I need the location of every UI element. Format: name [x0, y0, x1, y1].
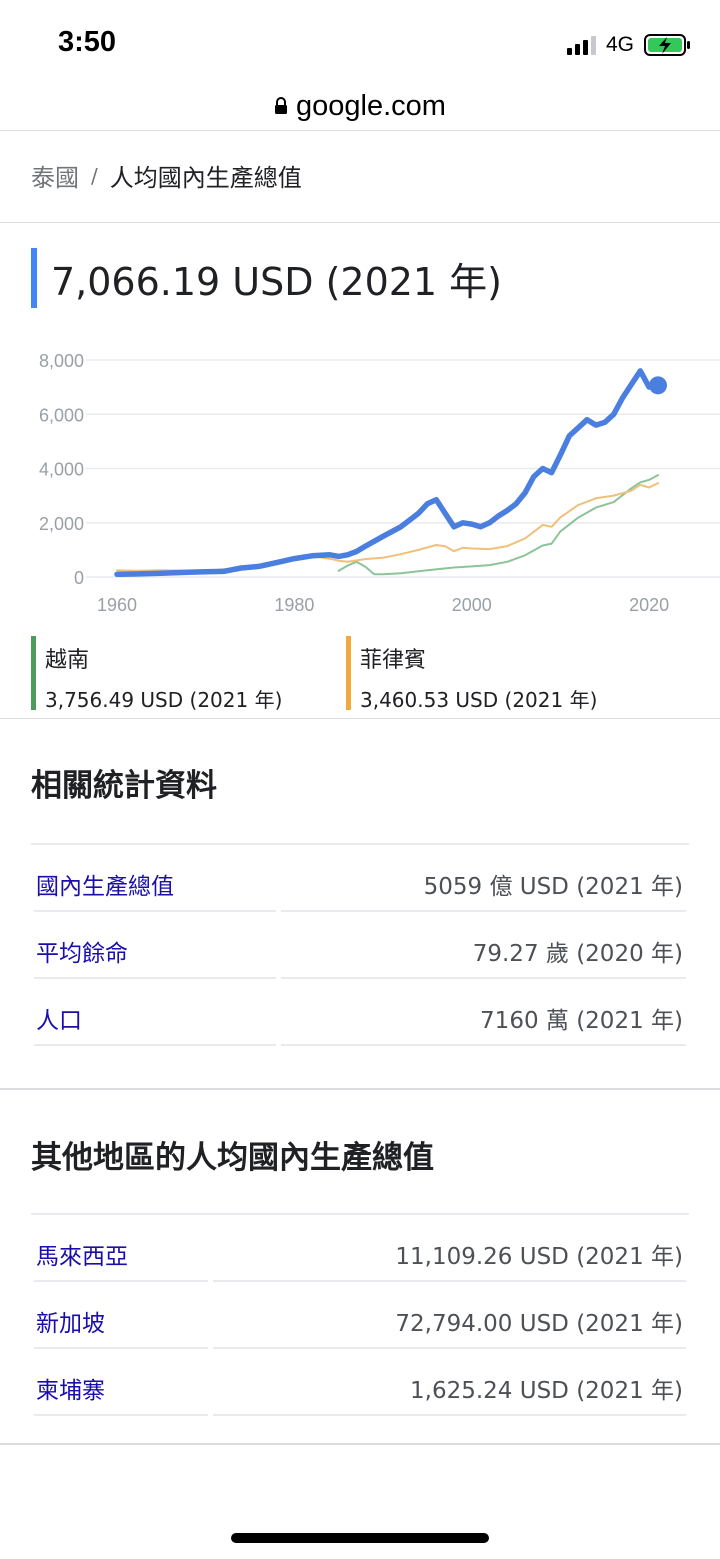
region-value: 11,109.26 USD (2021 年): [395, 1244, 683, 1270]
breadcrumb: 泰國 / 人均國內生產總值: [31, 158, 302, 193]
home-indicator[interactable]: [231, 1533, 489, 1543]
x-tick-label: 2000: [452, 595, 492, 615]
breadcrumb-separator: /: [91, 163, 98, 188]
chart-svg[interactable]: 0 2,000 4,000 6,000 8,000 1960 1980 2000 2020: [0, 340, 720, 630]
y-tick-label: 2,000: [39, 514, 84, 534]
headline-block: 7,066.19 USD (2021 年): [31, 248, 502, 308]
table-row: 平均餘命 79.27 歲 (2020 年): [31, 912, 689, 979]
legend-item-vietnam[interactable]: 越南 3,756.49 USD (2021 年): [31, 636, 331, 712]
x-tick-label: 2020: [629, 595, 669, 615]
accent-bar: [31, 248, 37, 308]
header-divider: [0, 130, 720, 131]
stat-value: 79.27 歲 (2020 年): [472, 941, 683, 967]
region-link-malaysia[interactable]: 馬來西亞: [36, 1244, 128, 1270]
row-divider: [34, 910, 276, 912]
headline-value: 7,066.19 USD (2021 年): [51, 259, 503, 304]
table-row: 人口 7160 萬 (2021 年): [31, 979, 689, 1046]
table-top-line: [31, 843, 689, 845]
series-line-0: [114, 368, 661, 578]
region-value: 72,794.00 USD (2021 年): [395, 1311, 683, 1337]
breadcrumb-current: 人均國內生產總值: [109, 164, 302, 192]
legend-swatch-vietnam: [31, 636, 36, 710]
status-indicators: 4G: [566, 32, 692, 58]
stat-value: 5059 億 USD (2021 年): [423, 874, 683, 900]
row-divider: [34, 977, 276, 979]
section-divider: [0, 1088, 720, 1090]
y-tick-label: 4,000: [39, 460, 84, 480]
legend-value: 3,756.49 USD (2021 年): [45, 688, 283, 712]
row-divider: [213, 1280, 686, 1282]
legend-item-philippines[interactable]: 菲律賓 3,460.53 USD (2021 年): [346, 636, 676, 712]
row-divider: [281, 910, 686, 912]
row-divider: [213, 1347, 686, 1349]
row-divider: [213, 1414, 686, 1416]
legend-swatch-philippines: [346, 636, 351, 710]
breadcrumb-divider: [0, 222, 720, 223]
x-tick-label: 1960: [97, 595, 137, 615]
stat-link-life-expectancy[interactable]: 平均餘命: [36, 941, 128, 967]
series-line-2: [116, 482, 659, 572]
stat-value: 7160 萬 (2021 年): [480, 1008, 683, 1034]
legend-name: 越南: [45, 648, 90, 673]
row-divider: [34, 1414, 208, 1416]
address-bar[interactable]: google.com: [0, 80, 720, 132]
chart-legend: 越南 3,756.49 USD (2021 年) 菲律賓 3,460.53 US…: [31, 636, 691, 712]
x-tick-label: 1980: [274, 595, 314, 615]
status-bar: 3:50 4G: [0, 0, 720, 80]
battery-charging-icon: [644, 33, 692, 57]
network-label: 4G: [605, 33, 634, 56]
y-tick-label: 6,000: [39, 405, 84, 425]
other-regions-title: 其他地區的人均國內生產總值: [31, 1140, 434, 1176]
row-divider: [34, 1280, 208, 1282]
other-regions-table: 馬來西亞 11,109.26 USD (2021 年) 新加坡 72,794.0…: [31, 1213, 689, 1416]
stat-link-population[interactable]: 人口: [36, 1008, 82, 1034]
signal-icon: [566, 35, 596, 55]
row-divider: [281, 1044, 686, 1046]
y-tick-label: 0: [74, 568, 84, 588]
gdp-per-capita-chart[interactable]: 0 2,000 4,000 6,000 8,000 1960 1980 2000 2020: [0, 340, 720, 630]
region-link-cambodia[interactable]: 柬埔寨: [36, 1378, 105, 1404]
section-divider: [0, 1443, 720, 1445]
y-tick-label: 8,000: [39, 351, 84, 371]
table-top-line: [31, 1213, 689, 1215]
lock-icon: [274, 97, 288, 115]
series-endpoint-marker: [649, 376, 667, 395]
table-row: 馬來西亞 11,109.26 USD (2021 年): [31, 1215, 689, 1282]
table-row: 柬埔寨 1,625.24 USD (2021 年): [31, 1349, 689, 1416]
url-text: google.com: [296, 89, 446, 122]
region-value: 1,625.24 USD (2021 年): [410, 1378, 683, 1404]
status-time: 3:50: [58, 26, 117, 58]
table-row: 國內生產總值 5059 億 USD (2021 年): [31, 845, 689, 912]
row-divider: [281, 977, 686, 979]
legend-divider: [0, 718, 720, 719]
related-stats-table: 國內生產總值 5059 億 USD (2021 年) 平均餘命 79.27 歲 …: [31, 843, 689, 1046]
row-divider: [34, 1347, 208, 1349]
related-stats-title: 相關統計資料: [31, 768, 217, 804]
breadcrumb-parent-link[interactable]: 泰國: [31, 164, 79, 192]
legend-name: 菲律賓: [360, 648, 427, 673]
row-divider: [34, 1044, 276, 1046]
table-row: 新加坡 72,794.00 USD (2021 年): [31, 1282, 689, 1349]
region-link-singapore[interactable]: 新加坡: [36, 1311, 105, 1337]
series-line-1: [337, 474, 659, 576]
stat-link-gdp[interactable]: 國內生產總值: [36, 874, 174, 900]
legend-value: 3,460.53 USD (2021 年): [360, 688, 598, 712]
